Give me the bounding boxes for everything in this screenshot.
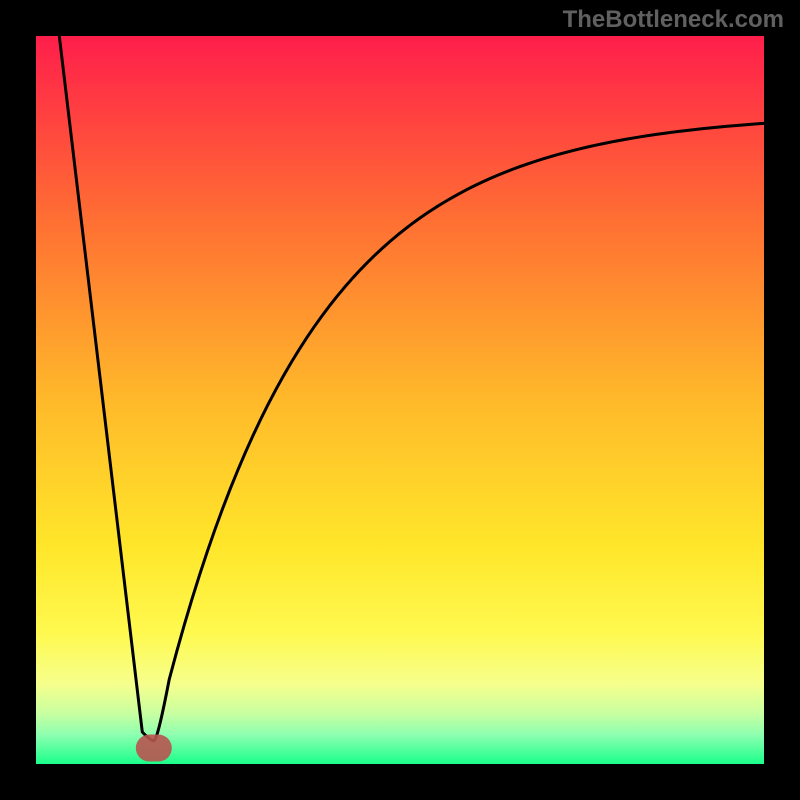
minimum-marker	[136, 735, 172, 762]
watermark-text: TheBottleneck.com	[563, 6, 784, 34]
curve-svg	[36, 36, 764, 764]
plot-area	[36, 36, 764, 764]
chart-container: TheBottleneck.com	[0, 0, 800, 800]
bottleneck-curve	[59, 36, 764, 741]
